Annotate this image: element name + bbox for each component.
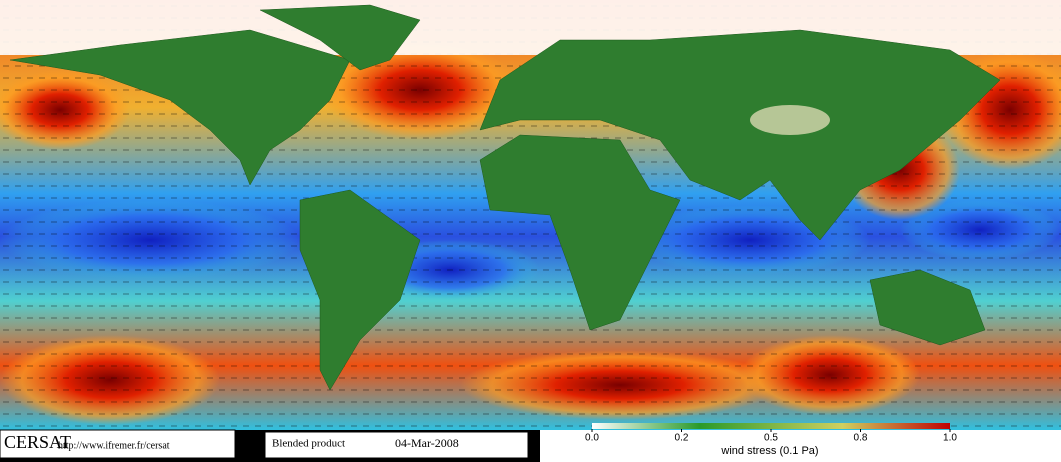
map xyxy=(0,0,1061,430)
colorbar-tick-label: 0.2 xyxy=(675,433,689,444)
footer: CERSAT http://www.ifremer.fr/cersat Blen… xyxy=(0,423,1061,462)
product-name: Blended product xyxy=(272,438,345,450)
colorbar-tick-label: 1.0 xyxy=(943,433,957,444)
colorbar-tick-label: 0.8 xyxy=(854,433,868,444)
colorbar-tick-label: 0.5 xyxy=(764,433,778,444)
colorbar-panel xyxy=(540,430,1061,462)
colorbar-label: wind stress (0.1 Pa) xyxy=(720,445,818,457)
colorbar xyxy=(592,423,950,429)
colorbar-tick-label: 0.0 xyxy=(585,433,599,444)
product-box xyxy=(264,431,529,459)
product-date: 04-Mar-2008 xyxy=(395,436,459,450)
org-url[interactable]: http://www.ifremer.fr/cersat xyxy=(58,440,170,451)
org-name: CERSAT xyxy=(4,432,71,452)
credit-box xyxy=(0,429,236,459)
